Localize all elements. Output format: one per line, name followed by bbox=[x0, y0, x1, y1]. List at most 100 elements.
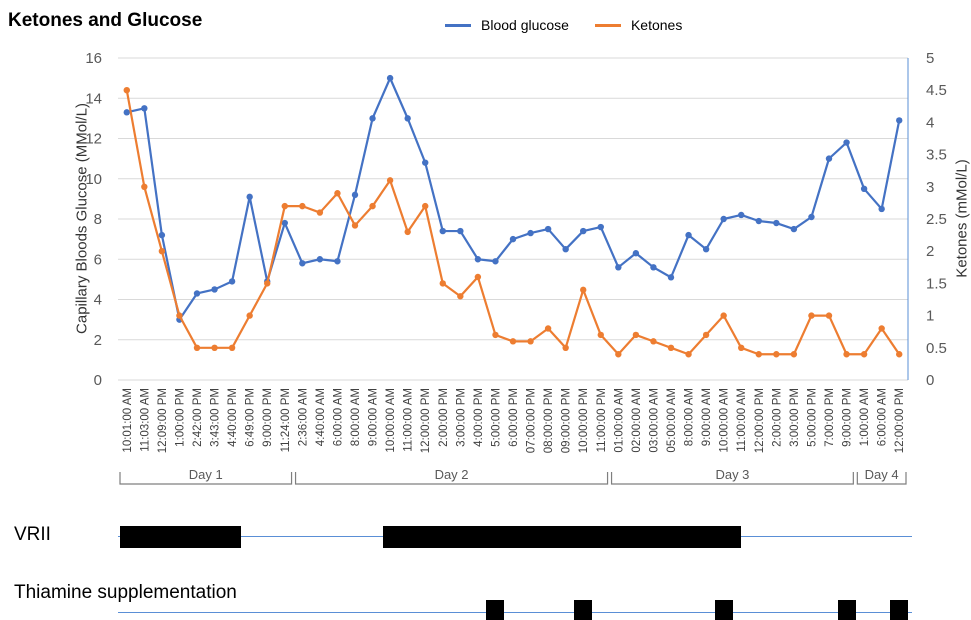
data-point bbox=[544, 325, 552, 332]
data-point bbox=[597, 331, 604, 339]
data-point bbox=[615, 351, 622, 358]
day-label: Day 1 bbox=[189, 467, 223, 482]
data-point bbox=[667, 274, 675, 281]
data-point bbox=[597, 223, 604, 231]
vrii-block bbox=[120, 526, 241, 548]
y-tick-right: 3 bbox=[926, 179, 934, 196]
y-tick-left: 6 bbox=[94, 251, 102, 268]
data-point bbox=[316, 256, 324, 263]
legend: Blood glucose Ketones bbox=[445, 17, 708, 33]
data-point bbox=[141, 105, 148, 112]
x-tick-label: 10:00:00 AM bbox=[719, 388, 731, 453]
x-tick-label: 3:43:00 PM bbox=[210, 388, 222, 447]
data-point bbox=[615, 264, 622, 271]
data-point bbox=[738, 344, 745, 351]
data-point bbox=[825, 312, 833, 319]
data-point bbox=[299, 260, 306, 267]
x-tick-label: 05:00:00 AM bbox=[666, 388, 678, 453]
data-point bbox=[755, 351, 762, 358]
y-tick-left: 2 bbox=[94, 332, 102, 349]
x-tick-label: 10:01:00 AM bbox=[122, 388, 134, 453]
x-tick-label: 12:00:00 PM bbox=[754, 388, 766, 453]
x-tick-label: 9:00:00 AM bbox=[701, 388, 713, 446]
y-tick-right: 4.5 bbox=[926, 82, 947, 99]
data-point bbox=[474, 273, 482, 281]
data-point bbox=[246, 193, 253, 201]
data-point bbox=[439, 280, 446, 287]
data-point bbox=[228, 278, 236, 285]
x-tick-label: 12:00:00 PM bbox=[894, 388, 906, 453]
data-point bbox=[422, 202, 429, 210]
data-point bbox=[281, 202, 288, 210]
data-point bbox=[369, 115, 376, 122]
data-point bbox=[299, 202, 306, 210]
y-tick-right: 3.5 bbox=[926, 147, 947, 164]
data-point bbox=[316, 209, 324, 216]
x-tick-label: 9:00:00 PM bbox=[842, 388, 854, 447]
x-tick-label: 5:00:00 PM bbox=[806, 388, 818, 447]
data-point bbox=[158, 248, 166, 255]
x-tick-label: 1:00:00 PM bbox=[174, 388, 186, 447]
x-tick-label: 11:00:00 AM bbox=[403, 388, 415, 452]
data-point bbox=[667, 344, 675, 351]
y-tick-right: 0 bbox=[926, 372, 934, 389]
x-tick-label: 6:00:00 AM bbox=[877, 388, 889, 446]
thiamine-block bbox=[837, 600, 856, 620]
data-point bbox=[334, 258, 341, 265]
data-point bbox=[509, 338, 517, 345]
data-point bbox=[580, 286, 587, 294]
y-tick-right: 0.5 bbox=[926, 340, 947, 357]
data-point bbox=[351, 191, 359, 199]
y-tick-right: 5 bbox=[926, 50, 934, 67]
y-axis-right-title: Ketones (mMol/L) bbox=[953, 159, 971, 278]
data-point bbox=[720, 312, 727, 319]
thiamine-label: Thiamine supplementation bbox=[14, 582, 237, 603]
data-point bbox=[632, 331, 640, 339]
data-point bbox=[632, 250, 640, 257]
x-tick-label: 2:00:00 PM bbox=[771, 388, 783, 447]
data-point bbox=[176, 312, 183, 319]
vrii-block bbox=[383, 526, 742, 548]
vrii-label: VRII bbox=[14, 524, 51, 545]
x-tick-label: 01:00:00 AM bbox=[613, 388, 625, 453]
x-tick-label: 11:00:00 PM bbox=[596, 388, 608, 452]
legend-swatch-glucose bbox=[445, 23, 471, 27]
data-point bbox=[158, 231, 166, 239]
data-point bbox=[264, 280, 271, 287]
x-tick-label: 5:00:00 PM bbox=[490, 388, 502, 447]
data-point bbox=[422, 159, 429, 166]
data-point bbox=[527, 338, 534, 345]
data-point bbox=[562, 245, 569, 253]
x-tick-label: 2:36:00 AM bbox=[297, 388, 309, 446]
data-point bbox=[878, 325, 885, 332]
data-point bbox=[825, 155, 833, 162]
data-point bbox=[457, 227, 464, 235]
data-point bbox=[281, 219, 288, 227]
day-bracket bbox=[610, 472, 854, 485]
data-point bbox=[808, 213, 815, 221]
x-tick-label: 10:00:00 PM bbox=[578, 388, 590, 453]
x-tick-label: 4:40:00 AM bbox=[315, 388, 327, 446]
legend-item-ketones: Ketones bbox=[594, 17, 682, 33]
y-tick-left: 4 bbox=[94, 292, 102, 309]
x-tick-label: 09:00:00 PM bbox=[561, 388, 573, 453]
data-point bbox=[544, 225, 552, 233]
legend-swatch-ketones bbox=[594, 23, 621, 27]
data-point bbox=[228, 344, 236, 351]
series-line bbox=[126, 77, 901, 321]
day-label: Day 4 bbox=[865, 467, 899, 482]
x-tick-label: 4:00:00 PM bbox=[473, 388, 485, 447]
data-point bbox=[650, 264, 657, 271]
data-point bbox=[896, 351, 903, 358]
x-tick-label: 12:09:00 PM bbox=[157, 388, 169, 453]
legend-label-glucose: Blood glucose bbox=[481, 17, 569, 33]
data-point bbox=[474, 256, 482, 263]
y-axis-left-title: Capillary Bloods Glucose (MMol/L) bbox=[73, 103, 91, 334]
x-tick-label: 1:00:00 AM bbox=[859, 388, 871, 446]
data-point bbox=[860, 185, 868, 193]
x-tick-label: 03:00:00 AM bbox=[648, 388, 660, 453]
day-label: Day 3 bbox=[715, 467, 749, 482]
data-point bbox=[685, 351, 692, 358]
data-point bbox=[386, 177, 394, 184]
data-point bbox=[790, 351, 798, 358]
